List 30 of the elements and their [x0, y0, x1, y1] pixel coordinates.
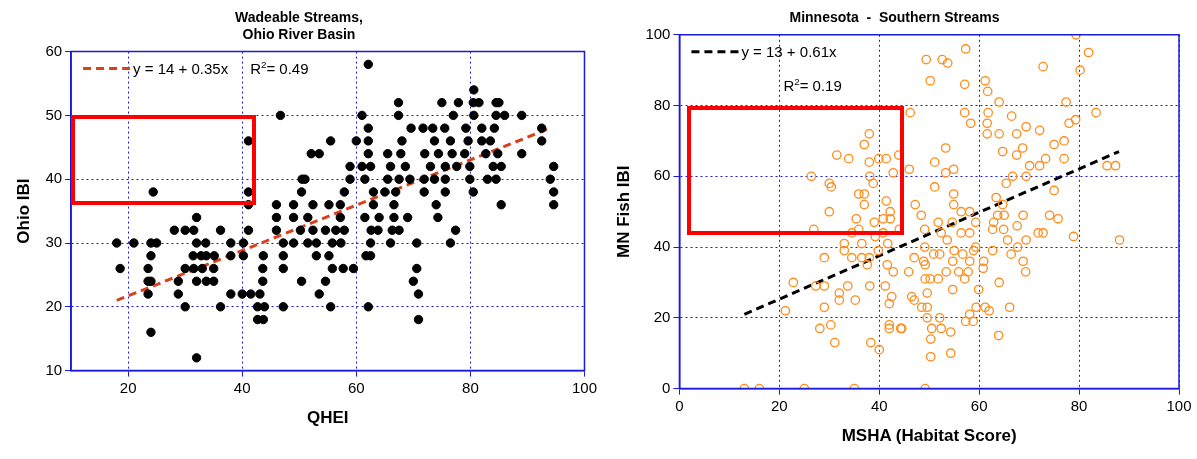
y-tick-label: 100	[645, 24, 671, 42]
x-tick-label: 60	[970, 396, 988, 414]
x-tick-label: 20	[119, 378, 137, 396]
x-tick-label: 60	[347, 378, 365, 396]
y-tick-label: 20	[45, 296, 63, 314]
y-tick-label: 80	[653, 95, 671, 113]
x-tick-label: 100	[571, 378, 597, 396]
legend-label: y = 13 + 0.61x	[741, 42, 837, 60]
x-tick-label: 80	[1070, 396, 1088, 414]
y-tick-label: 40	[45, 169, 63, 187]
y-tick-label: 30	[45, 233, 63, 251]
y-axis-title: Ohio IBI	[13, 178, 33, 244]
x-tick-label: 20	[771, 396, 788, 414]
y-tick-label: 40	[653, 237, 671, 255]
x-tick-label: 100	[1166, 396, 1192, 414]
x-tick-label: 40	[233, 378, 251, 396]
chart-title: Wadeable Streams, Ohio River Basin	[235, 9, 363, 43]
x-axis-title: MSHA (Habitat Score)	[841, 426, 1017, 446]
y-axis-title: MN Fish IBI	[613, 165, 633, 258]
x-tick-label: 0	[675, 396, 684, 414]
x-tick-label: 80	[462, 378, 479, 396]
y-tick-label: 60	[653, 166, 671, 184]
y-tick-label: 10	[45, 360, 63, 378]
x-axis-title: QHEI	[307, 408, 349, 428]
x-tick-label: 40	[870, 396, 888, 414]
legend-label: y = 14 + 0.35x	[133, 59, 229, 77]
y-tick-label: 50	[45, 105, 63, 123]
chart-title: Minnesota - Southern Streams	[789, 9, 1000, 26]
y-tick-label: 60	[45, 41, 63, 59]
y-tick-label: 20	[653, 307, 671, 325]
